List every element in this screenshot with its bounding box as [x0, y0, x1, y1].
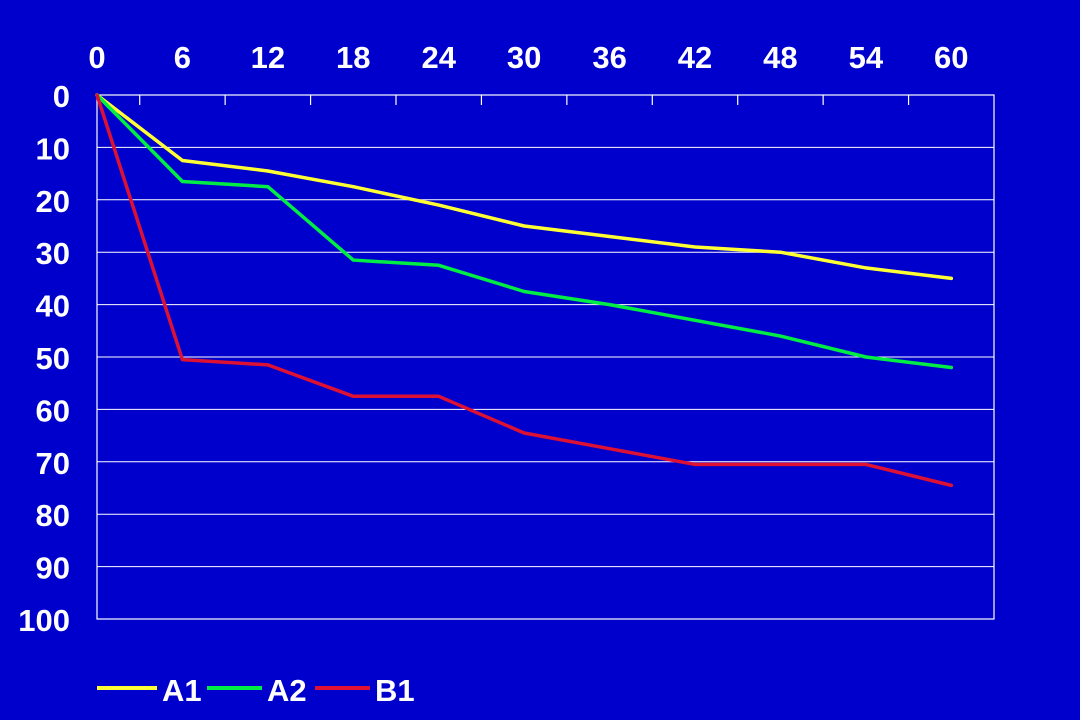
data-point-a1: [522, 224, 526, 228]
series-line-a1: [95, 93, 954, 281]
data-point-b1: [437, 394, 441, 398]
data-point-a2: [864, 355, 868, 359]
y-tick-label: 50: [36, 341, 70, 376]
y-tick-label: 60: [36, 393, 70, 428]
data-point-a1: [607, 234, 612, 239]
data-point-b1: [693, 462, 697, 467]
x-tick-label: 42: [678, 40, 712, 75]
x-tick-label: 48: [763, 40, 797, 75]
series-line-a2: [95, 93, 954, 370]
legend-label-a2: A2: [267, 673, 307, 708]
x-tick-label: 6: [174, 40, 191, 75]
data-point-a1: [864, 266, 868, 270]
x-tick-label: 18: [336, 40, 370, 75]
y-tick-label: 80: [36, 498, 70, 533]
legend-label-b1: B1: [375, 673, 415, 708]
data-point-a2: [351, 258, 355, 262]
data-point-b1: [266, 363, 270, 367]
y-tick-label: 40: [36, 289, 70, 324]
gridlines: [97, 146, 994, 568]
data-point-b1: [949, 483, 953, 487]
x-tick-label: 36: [592, 40, 626, 75]
data-point-a1: [266, 169, 270, 173]
x-tick-label: 0: [88, 40, 105, 75]
data-point-a1: [437, 203, 441, 207]
data-point-a2: [949, 365, 953, 370]
y-axis-tick-labels: 0 10 20 30 40 50 60 70 80 90 100: [18, 79, 70, 638]
y-tick-label: 20: [36, 184, 70, 219]
x-axis-ticks: [139, 95, 910, 105]
data-point-a1: [351, 185, 355, 189]
x-tick-label: 12: [251, 40, 285, 75]
x-tick-label: 54: [849, 40, 884, 75]
y-tick-label: 70: [36, 446, 70, 481]
y-tick-label: 10: [36, 131, 70, 166]
data-point-a2: [180, 179, 185, 184]
data-point-b1: [522, 431, 526, 435]
data-point-a1: [180, 158, 185, 163]
data-point-a2: [266, 185, 270, 189]
data-point-b1: [351, 394, 355, 398]
y-tick-label: 90: [36, 551, 70, 586]
data-point-a1: [693, 245, 697, 249]
legend-label-a1: A1: [162, 673, 202, 708]
x-tick-label: 24: [421, 40, 456, 75]
data-point-b1: [778, 462, 783, 467]
data-point-a2: [778, 334, 783, 338]
data-point-a2: [607, 303, 612, 307]
y-tick-label: 30: [36, 236, 70, 271]
data-point-b1: [864, 462, 868, 467]
x-tick-label: 60: [934, 40, 968, 75]
data-point-a2: [693, 318, 697, 322]
data-point-a1: [949, 276, 953, 280]
y-tick-label: 0: [53, 79, 70, 114]
data-point-a2: [522, 289, 526, 294]
data-point-a2: [437, 263, 441, 267]
data-point-a1: [778, 250, 783, 254]
series-lines: [95, 93, 954, 488]
data-point-b1: [607, 447, 612, 451]
data-point-b1: [95, 93, 99, 97]
y-tick-label: 100: [18, 603, 70, 638]
x-axis-tick-labels: 0 6 12 18 24 30 36 42 48 54 60: [88, 40, 968, 75]
data-point-b1: [180, 358, 185, 362]
legend: A1 A2 B1: [97, 673, 415, 708]
x-tick-label: 30: [507, 40, 541, 75]
